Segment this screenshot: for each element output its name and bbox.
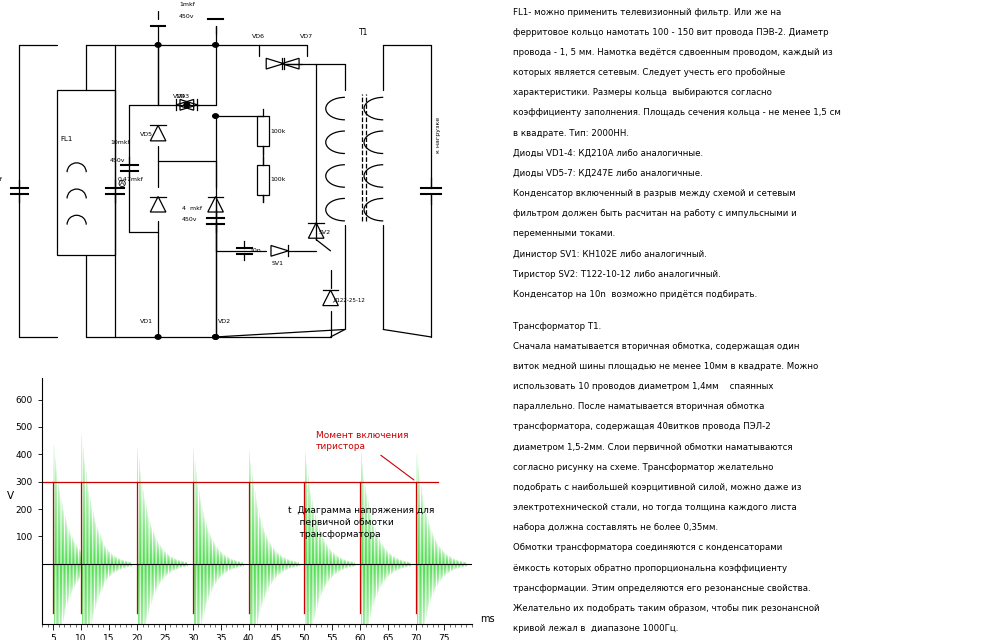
Text: фильтром должен быть расчитан на работу с импульсными и: фильтром должен быть расчитан на работу … <box>513 209 797 218</box>
Circle shape <box>184 102 190 107</box>
Text: согласно рисунку на схеме. Трансформатор желательно: согласно рисунку на схеме. Трансформатор… <box>513 463 773 472</box>
Text: кривой лежал в  диапазоне 1000Гц.: кривой лежал в диапазоне 1000Гц. <box>513 624 678 633</box>
Text: ферритовое кольцо намотать 100 - 150 вит провода ПЭВ-2. Диаметр: ферритовое кольцо намотать 100 - 150 вит… <box>513 28 829 37</box>
Text: 4  mkf: 4 mkf <box>182 206 202 211</box>
Text: в квадрате. Тип: 2000НН.: в квадрате. Тип: 2000НН. <box>513 129 629 138</box>
Text: Конденсатор включенный в разрыв между схемой и сетевым: Конденсатор включенный в разрыв между сх… <box>513 189 796 198</box>
Text: переменными токами.: переменными токами. <box>513 229 615 239</box>
Text: VD2: VD2 <box>218 319 231 324</box>
Text: виток медной шины площадью не менее 10мм в квадрате. Можно: виток медной шины площадью не менее 10мм… <box>513 362 818 371</box>
Text: T1: T1 <box>359 28 369 37</box>
Text: 0,47mkf: 0,47mkf <box>117 177 143 182</box>
Circle shape <box>213 335 218 339</box>
Circle shape <box>155 335 161 339</box>
Text: Диоды VD1-4: КД210А либо аналогичные.: Диоды VD1-4: КД210А либо аналогичные. <box>513 148 703 158</box>
Text: набора должна составлять не более 0,35мм.: набора должна составлять не более 0,35мм… <box>513 523 718 532</box>
Bar <box>257 164 269 195</box>
Text: Диоды VD5-7: КД247Е либо аналогичные.: Диоды VD5-7: КД247Е либо аналогичные. <box>513 169 703 178</box>
Text: 10mkf: 10mkf <box>110 140 130 145</box>
Text: Момент включения
тиристора: Момент включения тиристора <box>316 431 414 480</box>
Text: VD4: VD4 <box>172 94 186 99</box>
Text: использовать 10 проводов диаметром 1,4мм    спаянных: использовать 10 проводов диаметром 1,4мм… <box>513 382 773 391</box>
Text: Сначала наматывается вторичная обмотка, содержащая один: Сначала наматывается вторичная обмотка, … <box>513 342 799 351</box>
Text: SV2: SV2 <box>319 230 331 235</box>
Text: Желательно их подобрать таким образом, чтобы пик резонансной: Желательно их подобрать таким образом, ч… <box>513 604 820 613</box>
Text: Трансформатор Т1.: Трансформатор Т1. <box>513 321 601 331</box>
Text: 100k: 100k <box>271 177 286 182</box>
Text: Д122-25-12: Д122-25-12 <box>333 297 366 302</box>
Text: 100k: 100k <box>271 129 286 134</box>
Text: подобрать с наибольшей коэрцитивной силой, можно даже из: подобрать с наибольшей коэрцитивной сило… <box>513 483 801 492</box>
Text: трансформации. Этим определяются его резонансные свойства.: трансформации. Этим определяются его рез… <box>513 584 811 593</box>
Bar <box>257 116 269 146</box>
Circle shape <box>213 114 218 118</box>
Text: к нагрузке: к нагрузке <box>436 116 441 153</box>
Text: 450v: 450v <box>182 217 198 222</box>
Text: Динистор SV1: КН102Е либо аналогичный.: Динистор SV1: КН102Е либо аналогичный. <box>513 250 707 259</box>
Text: Конденсатор на 10n  возможно придётся подбирать.: Конденсатор на 10n возможно придётся под… <box>513 290 757 299</box>
Text: SV1: SV1 <box>272 262 284 266</box>
Text: параллельно. После наматывается вторичная обмотка: параллельно. После наматывается вторична… <box>513 402 764 412</box>
Text: ms: ms <box>480 614 495 624</box>
Text: t  Диаграмма напряжения для
    первичной обмотки
    трансформатора: t Диаграмма напряжения для первичной обм… <box>288 506 434 539</box>
Text: 0,47mkf: 0,47mkf <box>0 177 2 182</box>
Text: VD6: VD6 <box>252 35 265 39</box>
Y-axis label: V: V <box>7 491 14 500</box>
Text: А: А <box>120 181 124 186</box>
Text: провода - 1, 5 мм. Намотка ведётся сдвоенным проводом, каждый из: провода - 1, 5 мм. Намотка ведётся сдвое… <box>513 48 833 57</box>
Circle shape <box>213 43 218 47</box>
Text: трансформатора, содержащая 40витков провода ПЭЛ-2: трансформатора, содержащая 40витков пров… <box>513 422 771 431</box>
Text: характеристики. Размеры кольца  выбираются согласно: характеристики. Размеры кольца выбираютс… <box>513 88 772 97</box>
Text: VD3: VD3 <box>177 94 190 99</box>
Text: VD1: VD1 <box>140 319 153 324</box>
Text: 1mkf: 1mkf <box>179 3 195 8</box>
Text: диаметром 1,5-2мм. Слои первичной обмотки наматываются: диаметром 1,5-2мм. Слои первичной обмотк… <box>513 442 792 452</box>
Text: VD5: VD5 <box>140 132 153 138</box>
Circle shape <box>213 335 218 339</box>
Text: 450v: 450v <box>179 13 195 19</box>
Bar <box>57 90 115 255</box>
Text: 10n: 10n <box>249 248 261 253</box>
Text: которых является сетевым. Следует учесть его пробойные: которых является сетевым. Следует учесть… <box>513 68 785 77</box>
Text: Тиристор SV2: Т122-10-12 либо аналогичный.: Тиристор SV2: Т122-10-12 либо аналогичны… <box>513 269 721 279</box>
Circle shape <box>155 43 161 47</box>
Text: FL1- можно применить телевизионный фильтр. Или же на: FL1- можно применить телевизионный фильт… <box>513 8 781 17</box>
Text: VD7: VD7 <box>300 35 313 39</box>
Text: коэффициенту заполнения. Площадь сечения кольца - не менее 1,5 см: коэффициенту заполнения. Площадь сечения… <box>513 108 841 118</box>
Text: FL1: FL1 <box>60 136 72 142</box>
Text: 450v: 450v <box>110 159 126 163</box>
Text: электротехнической стали, но тогда толщина каждого листа: электротехнической стали, но тогда толщи… <box>513 503 797 512</box>
Text: ёмкость которых обратно пропорциональна коэффициенту: ёмкость которых обратно пропорциональна … <box>513 563 787 573</box>
Text: Обмотки трансформатора соединяются с конденсаторами: Обмотки трансформатора соединяются с кон… <box>513 543 782 552</box>
